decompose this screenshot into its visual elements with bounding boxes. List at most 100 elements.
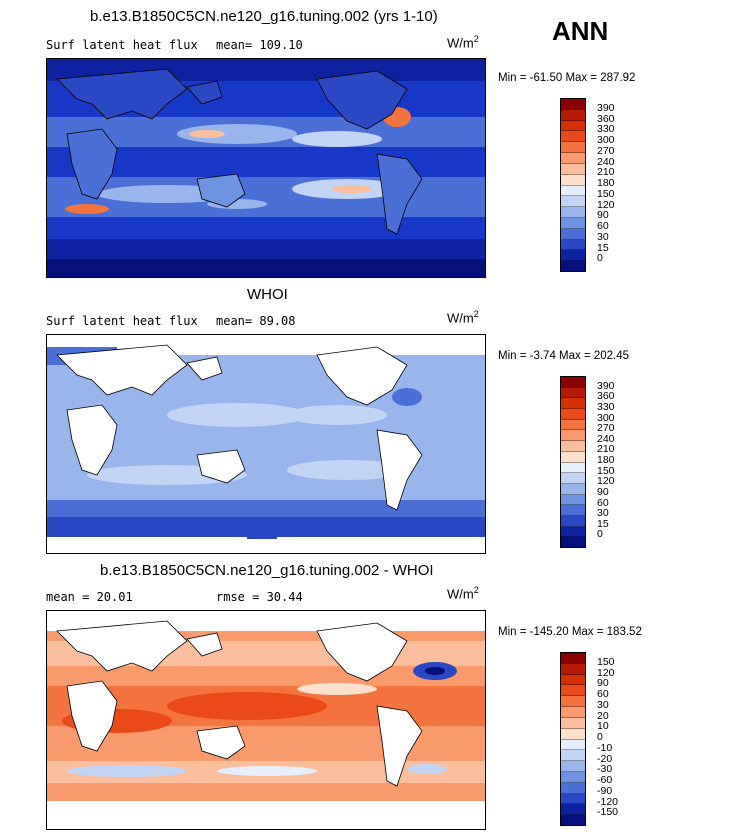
colorbar-tick-label: 10 <box>597 720 609 733</box>
colorbar-tick-label: 300 <box>597 134 615 146</box>
colorbar-tick-label: 90 <box>597 209 609 222</box>
colorbar-tick-label: 90 <box>597 485 609 498</box>
colorbar-tick-label: 240 <box>597 155 615 168</box>
panel2-title: WHOI <box>247 286 288 303</box>
colorbar-swatch <box>561 196 585 208</box>
colorbar-tick-label: -150 <box>597 806 619 819</box>
colorbar-swatch <box>561 419 585 431</box>
colorbar-tick-label: 120 <box>597 666 615 679</box>
panel3-rmse-label: rmse = 30.44 <box>216 590 303 604</box>
panel3-map <box>46 610 486 830</box>
colorbar-tick-label: 20 <box>597 709 609 722</box>
panel3-title: b.e13.B1850C5CN.ne120_g16.tuning.002 - W… <box>100 562 434 579</box>
panel3-units: W/m2 <box>447 585 479 602</box>
colorbar-swatch <box>561 515 585 527</box>
colorbar-swatch <box>561 804 585 816</box>
colorbar-tick-label: 150 <box>597 464 615 477</box>
colorbar-swatch <box>561 653 585 664</box>
colorbar-tick-label: 150 <box>597 655 615 668</box>
colorbar-tick-label: -10 <box>597 741 613 754</box>
colorbar-swatch <box>561 793 585 805</box>
colorbar-tick-label: -30 <box>597 763 613 776</box>
colorbar-swatch <box>561 750 585 762</box>
panel1-colorbar-labels: 390 360 330 300 270 240 210 180 150 120 90 60 30 15 0 <box>597 98 637 270</box>
colorbar-tick-label: 210 <box>597 166 615 179</box>
colorbar-tick-label: 390 <box>597 101 615 114</box>
colorbar-swatch <box>561 674 585 686</box>
season-label: ANN <box>552 16 609 46</box>
colorbar-swatch <box>561 696 585 708</box>
colorbar-tick-label: 60 <box>597 688 609 700</box>
colorbar-tick-label: -120 <box>597 795 619 808</box>
colorbar-tick-label: 300 <box>597 411 615 424</box>
colorbar-swatch <box>561 685 585 697</box>
colorbar-swatch <box>561 771 585 783</box>
colorbar-tick-label: -90 <box>597 784 613 797</box>
colorbar-tick-label: 210 <box>597 443 615 456</box>
panel1-units: W/m2 <box>447 34 479 51</box>
colorbar-swatch <box>561 261 585 271</box>
panel3-colorbar <box>560 652 586 826</box>
colorbar-swatch <box>561 761 585 772</box>
colorbar-swatch <box>561 473 585 484</box>
colorbar-tick-label: 270 <box>597 144 615 157</box>
colorbar-tick-label: 390 <box>597 379 615 392</box>
colorbar-tick-label: -20 <box>597 752 613 765</box>
colorbar-swatch <box>561 782 585 794</box>
colorbar-swatch <box>561 207 585 218</box>
colorbar-swatch <box>561 377 585 388</box>
panel2-colorbar-labels: 390 360 330 300 270 240 210 180 150 120 90 60 30 15 0 <box>597 376 637 546</box>
colorbar-tick-label: 60 <box>597 220 609 232</box>
colorbar-tick-label: 0 <box>597 252 603 265</box>
colorbar-swatch <box>561 185 585 197</box>
colorbar-swatch <box>561 494 585 506</box>
colorbar-swatch <box>561 109 585 121</box>
colorbar-swatch <box>561 707 585 718</box>
colorbar-swatch <box>561 462 585 474</box>
panel2-variable-label: Surf latent heat flux <box>46 314 198 328</box>
colorbar-tick-label: 360 <box>597 390 615 403</box>
colorbar-tick-label: 90 <box>597 677 609 690</box>
colorbar-swatch <box>561 153 585 164</box>
colorbar-tick-label: 30 <box>597 507 609 520</box>
colorbar-swatch <box>561 174 585 186</box>
colorbar-swatch <box>561 526 585 538</box>
colorbar-swatch <box>561 728 585 740</box>
panel2-map <box>46 334 486 554</box>
panel1-colorbar <box>560 98 586 272</box>
colorbar-tick-label: 360 <box>597 112 615 125</box>
colorbar-swatch <box>561 163 585 175</box>
panel1-minmax: Min = -61.50 Max = 287.92 <box>498 72 636 84</box>
colorbar-swatch <box>561 537 585 547</box>
colorbar-tick-label: 180 <box>597 177 615 189</box>
colorbar-tick-label: -60 <box>597 774 613 786</box>
panel2-units: W/m2 <box>447 309 479 326</box>
colorbar-tick-label: 120 <box>597 475 615 488</box>
colorbar-tick-label: 330 <box>597 400 615 413</box>
colorbar-swatch <box>561 99 585 110</box>
colorbar-swatch <box>561 441 585 452</box>
colorbar-swatch <box>561 131 585 143</box>
panel1-map <box>46 58 486 278</box>
colorbar-swatch <box>561 387 585 399</box>
colorbar-swatch <box>561 217 585 229</box>
colorbar-tick-label: 150 <box>597 187 615 200</box>
panel1-mean-label: mean= 109.10 <box>216 38 303 52</box>
colorbar-swatch <box>561 451 585 463</box>
panel1-map-svg <box>47 59 485 277</box>
colorbar-swatch <box>561 663 585 675</box>
colorbar-swatch <box>561 483 585 495</box>
panel2-map-svg <box>47 335 485 553</box>
colorbar-tick-label: 60 <box>597 496 609 509</box>
colorbar-tick-label: 15 <box>597 241 609 254</box>
colorbar-tick-label: 330 <box>597 123 615 136</box>
colorbar-swatch <box>561 739 585 751</box>
colorbar-swatch <box>561 717 585 729</box>
colorbar-tick-label: 0 <box>597 528 603 541</box>
colorbar-swatch <box>561 250 585 262</box>
colorbar-swatch <box>561 142 585 154</box>
panel3-mean-label: mean = 20.01 <box>46 590 133 604</box>
colorbar-tick-label: 15 <box>597 517 609 530</box>
panel1-title: b.e13.B1850C5CN.ne120_g16.tuning.002 (yr… <box>90 8 438 25</box>
colorbar-tick-label: 270 <box>597 422 615 435</box>
